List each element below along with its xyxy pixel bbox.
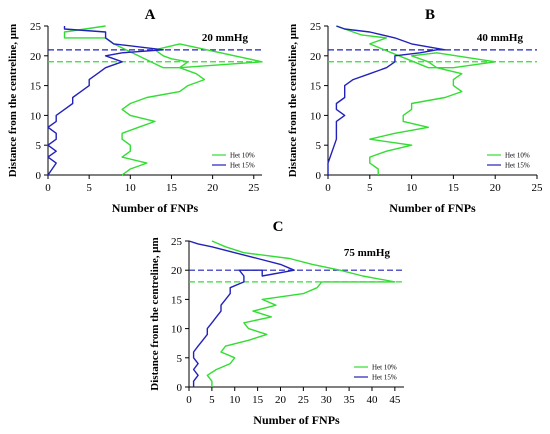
panel-b-pressure-annotation: 40 mmHg xyxy=(477,32,524,44)
panel-b-legend-label: Het 15% xyxy=(505,162,530,170)
panel-b-y-tick-label: 20 xyxy=(310,51,322,63)
panel-c-y-tick-label: 25 xyxy=(171,236,183,248)
panel-c-x-tick-label: 20 xyxy=(275,394,287,406)
panel-c-x-tick-label: 15 xyxy=(252,394,264,406)
panel-a-pressure-annotation: 20 mmHg xyxy=(202,32,249,44)
panel-b-x-tick-label: 20 xyxy=(490,182,502,194)
panel-b-x-tick-label: 25 xyxy=(532,182,544,194)
panel-b-label: B xyxy=(425,7,435,23)
panel-c-legend-label: Het 15% xyxy=(372,374,397,382)
panel-b-y-tick-label: 0 xyxy=(316,170,322,182)
panel-a-legend-label: Het 15% xyxy=(230,162,255,170)
panel-b-x-tick-label: 15 xyxy=(448,182,460,194)
panel-a-x-tick-label: 20 xyxy=(207,182,219,194)
panel-a-y-tick-label: 10 xyxy=(30,110,42,122)
panel-c-label: C xyxy=(273,219,284,235)
panel-b-y-tick-label: 25 xyxy=(310,21,322,33)
panel-a-series-line xyxy=(47,26,164,176)
panel-a-y-tick-label: 0 xyxy=(36,170,42,182)
panel-b-x-tick-label: 5 xyxy=(367,182,373,194)
panel-a-series-line xyxy=(63,25,263,176)
panel-c-x-tick-label: 25 xyxy=(298,394,310,406)
panel-b-x-tick-label: 10 xyxy=(406,182,418,194)
panel-a-x-tick-label: 10 xyxy=(125,182,137,194)
panel-b-y-tick-label: 15 xyxy=(310,81,322,93)
panel-c-x-tick-label: 30 xyxy=(321,394,333,406)
panel-a-x-tick-label: 5 xyxy=(86,182,92,194)
panel-a-y-axis-title: Distance from the centreline, μm xyxy=(7,24,19,177)
panel-a-x-tick-label: 15 xyxy=(166,182,178,194)
panel-b-legend-label: Het 10% xyxy=(505,152,530,160)
panel-a-legend-label: Het 10% xyxy=(230,152,255,160)
panel-c-x-tick-label: 5 xyxy=(209,394,215,406)
panel-a-y-tick-label: 25 xyxy=(30,21,42,33)
panel-c-series-line xyxy=(206,240,396,387)
panel-c-pressure-annotation: 75 mmHg xyxy=(344,247,391,259)
panel-b-x-tick-label: 0 xyxy=(325,182,331,194)
panel-b-x-axis-title: Number of FNPs xyxy=(389,201,476,215)
panel-c-x-axis-title: Number of FNPs xyxy=(253,413,340,427)
panel-a-x-axis-title: Number of FNPs xyxy=(112,201,199,215)
panel-c-x-tick-label: 0 xyxy=(186,394,192,406)
panel-c-x-tick-label: 45 xyxy=(389,394,401,406)
panel-a-label: A xyxy=(145,7,156,23)
panel-c-y-tick-label: 5 xyxy=(177,353,183,365)
panel-a-x-tick-label: 0 xyxy=(45,182,51,194)
panel-c-series-line xyxy=(188,240,295,387)
panel-a-y-tick-label: 20 xyxy=(30,51,42,63)
panel-b-series-line xyxy=(336,25,496,175)
panel-b-series-line xyxy=(327,25,446,175)
panel-a-y-tick-label: 15 xyxy=(30,81,42,93)
panel-a-x-tick-label: 25 xyxy=(248,182,260,194)
panel-c-legend-label: Het 10% xyxy=(372,364,397,372)
panel-c-x-tick-label: 40 xyxy=(366,394,378,406)
panel-c-x-tick-label: 10 xyxy=(229,394,241,406)
panel-c-y-tick-label: 20 xyxy=(171,265,183,277)
panel-c-y-axis-title: Distance from the centreline, μm xyxy=(149,237,161,390)
panel-b-y-tick-label: 5 xyxy=(316,140,322,152)
panel-a-y-tick-label: 5 xyxy=(36,140,42,152)
panel-c-y-tick-label: 15 xyxy=(171,294,183,306)
panel-b-y-tick-label: 10 xyxy=(310,110,322,122)
panel-b-y-axis-title: Distance from the centreline, μm xyxy=(287,24,299,177)
panel-c-y-tick-label: 10 xyxy=(171,324,183,336)
panel-c-y-tick-label: 0 xyxy=(177,382,183,394)
panel-c-x-tick-label: 35 xyxy=(344,394,356,406)
